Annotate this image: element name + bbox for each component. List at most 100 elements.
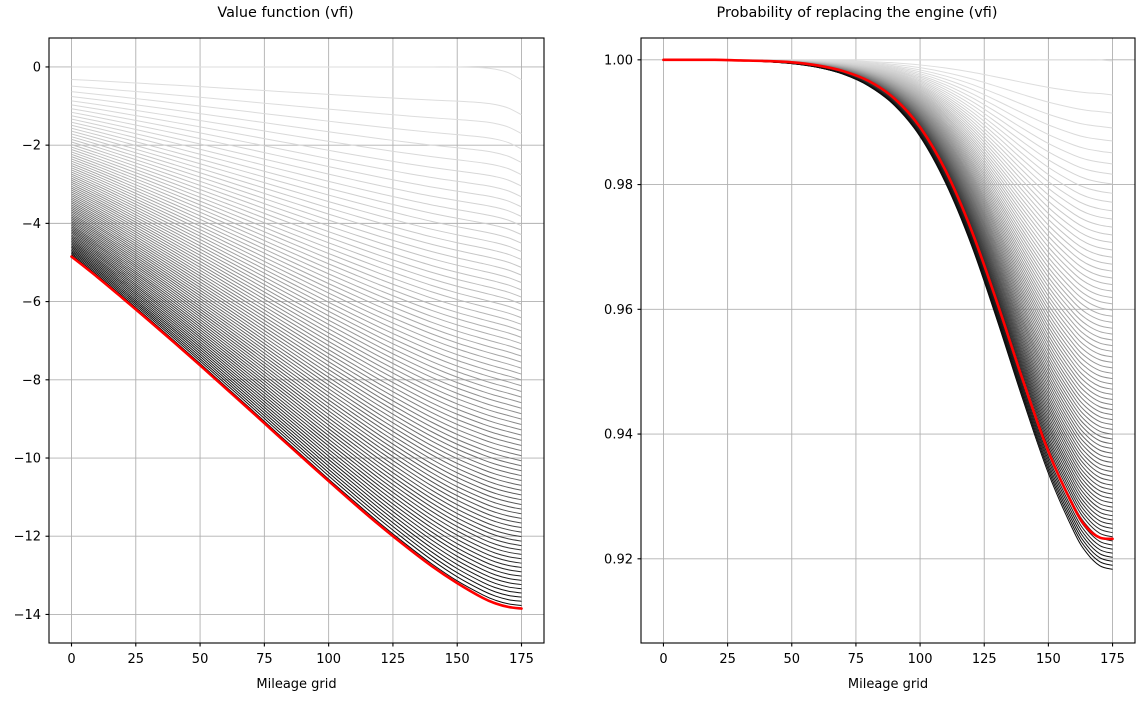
iteration-curve: [71, 144, 522, 298]
iteration-curve: [71, 167, 522, 363]
iteration-curve: [71, 239, 522, 564]
iteration-curve: [663, 59, 1113, 390]
y-tick-label: −2: [22, 139, 41, 154]
iteration-curves: [71, 66, 522, 606]
x-tick-label: 100: [908, 652, 933, 667]
iteration-curve: [71, 185, 522, 415]
iteration-curve: [71, 153, 522, 325]
iteration-curve: [71, 202, 522, 462]
iteration-curve: [71, 231, 522, 542]
iteration-curve: [71, 252, 522, 602]
iteration-curve: [71, 243, 522, 577]
axis-decorations: 0 25 50 75 100 125 150 175 0 −2 −4 −6 −8 −10 −12 −14: [14, 60, 534, 667]
iteration-curve: [71, 78, 522, 116]
iteration-curve: [71, 171, 522, 375]
iteration-curve: [663, 59, 1113, 352]
iteration-curve: [71, 181, 522, 404]
iteration-curve: [71, 249, 522, 594]
iteration-curve: [71, 211, 522, 486]
iteration-curve: [71, 197, 522, 446]
iteration-curve: [71, 66, 522, 81]
iteration-curve: [71, 156, 522, 332]
axis-decorations: 0 25 50 75 100 125 150 175 1.00 0.98 0.96 0.94 0.92: [604, 53, 1125, 667]
iteration-curves: [663, 59, 1113, 570]
x-tick-label: 0: [67, 652, 75, 667]
x-tick-label: 25: [719, 652, 736, 667]
iteration-curve: [71, 151, 522, 319]
iteration-curve: [71, 221, 522, 515]
y-tick-label: 0.98: [604, 178, 633, 193]
axes-spines: [640, 37, 1136, 644]
iteration-curve: [71, 175, 522, 387]
iteration-curve: [71, 187, 522, 420]
iteration-curve: [71, 242, 522, 573]
axes-replacement-probability: Probability of replacing the engine (vfi…: [571, 0, 1143, 701]
iteration-curve: [71, 189, 522, 426]
axes-title-replacement-probability: Probability of replacing the engine (vfi…: [716, 5, 998, 21]
iteration-curve: [71, 179, 522, 398]
iteration-curve: [71, 169, 522, 369]
iteration-curve: [71, 133, 522, 268]
x-tick-label: 175: [1100, 652, 1125, 667]
y-tick-label: −14: [14, 608, 41, 623]
iteration-curve: [71, 213, 522, 491]
iteration-curve: [71, 228, 522, 533]
x-tick-label: 150: [1036, 652, 1061, 667]
iteration-curve: [71, 207, 522, 477]
iteration-curve: [663, 59, 1113, 562]
iteration-curve: [71, 136, 522, 276]
x-axis-label: Mileage grid: [848, 677, 928, 692]
iteration-curve: [71, 183, 522, 409]
iteration-curve: [71, 160, 522, 345]
iteration-curve: [71, 141, 522, 291]
iteration-curve: [71, 165, 522, 357]
y-tick-label: −12: [14, 530, 41, 545]
y-tick-label: 1.00: [604, 53, 633, 68]
plot-canvas-value-function: 0 25 50 75 100 125 150 175 0 −2 −4 −6 −8 −10 −12 −14 Mil…: [14, 37, 545, 692]
iteration-curve: [71, 229, 522, 538]
x-tick-label: 0: [659, 652, 667, 667]
y-tick-label: 0.96: [604, 303, 633, 318]
y-tick-label: 0: [33, 60, 41, 75]
x-tick-label: 100: [316, 652, 341, 667]
converged-curve-line: [70, 255, 523, 610]
iteration-curve: [71, 108, 522, 198]
y-tick-label: −10: [14, 452, 41, 467]
iteration-curve: [71, 121, 522, 236]
iteration-curve: [663, 59, 1113, 426]
iteration-curve: [663, 59, 1113, 347]
iteration-curve: [663, 59, 1113, 473]
iteration-curve: [71, 245, 522, 581]
iteration-curve: [71, 200, 522, 457]
iteration-curve: [71, 193, 522, 436]
iteration-curve: [71, 223, 522, 519]
x-tick-label: 75: [848, 652, 865, 667]
iteration-curve: [71, 226, 522, 529]
iteration-curve: [71, 198, 522, 452]
x-tick-label: 125: [972, 652, 997, 667]
iteration-curve: [71, 100, 522, 176]
gridlines: [641, 38, 1135, 643]
iteration-curve: [71, 254, 522, 606]
iteration-curve: [663, 59, 1113, 380]
iteration-curve: [71, 251, 522, 598]
y-tick-label: 0.92: [604, 552, 633, 567]
converged-curve: [70, 255, 523, 610]
iteration-curve: [71, 224, 522, 524]
iteration-curve: [71, 234, 522, 551]
iteration-curve: [663, 59, 1113, 570]
iteration-curve: [663, 59, 1113, 341]
x-tick-label: 75: [256, 652, 273, 667]
y-tick-label: −4: [22, 217, 41, 232]
axes-value-function: Value function (vfi) 0 25 50 75 100 125 150 175…: [0, 0, 571, 701]
iteration-curve: [71, 204, 522, 467]
iteration-curve: [71, 237, 522, 560]
iteration-curve: [71, 219, 522, 510]
iteration-curve: [71, 240, 522, 568]
iteration-curve: [71, 130, 522, 261]
iteration-curve: [71, 191, 522, 431]
iteration-curve: [71, 104, 522, 187]
iteration-curve: [71, 115, 522, 217]
iteration-curve: [71, 127, 522, 253]
